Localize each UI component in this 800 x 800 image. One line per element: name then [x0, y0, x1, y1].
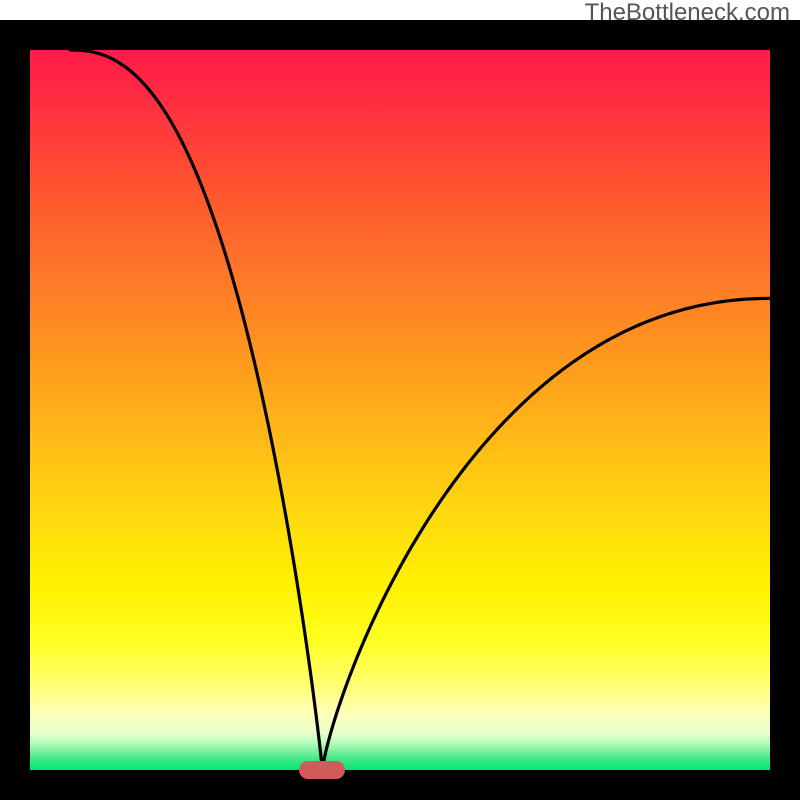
optimum-marker: [299, 761, 345, 778]
chart-gradient-background: [30, 50, 770, 770]
watermark-text: TheBottleneck.com: [585, 0, 790, 27]
chart-svg: [0, 0, 800, 800]
